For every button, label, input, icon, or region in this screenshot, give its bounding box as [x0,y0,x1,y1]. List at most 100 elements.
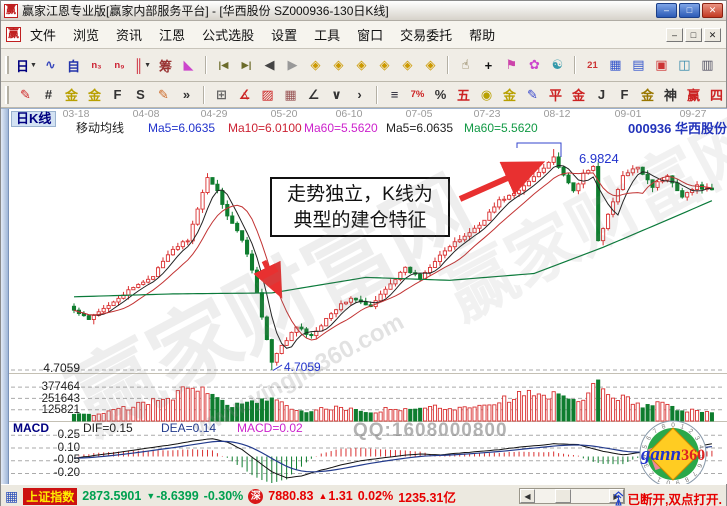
angle-line-button[interactable]: ∠ [303,84,324,105]
mark-tool-button[interactable]: ⚑ [501,55,522,76]
menu-item-8[interactable]: 交易委托 [400,28,453,43]
menu-item-6[interactable]: 工具 [314,28,341,43]
gann-square-button[interactable]: ▦ [280,84,301,105]
percent-7-button[interactable]: 7% [407,84,428,105]
gann-grid-button[interactable]: ⊞ [211,84,232,105]
pivot-tool-button[interactable]: 平 [545,84,566,105]
minimize-button[interactable]: – [656,3,677,18]
gann-box-button[interactable]: ▨ [257,84,278,105]
menu-item-4[interactable]: 公式选股 [202,28,255,43]
gold-ratio-button[interactable]: 金 [61,84,82,105]
nav-last-button[interactable]: ▶| [236,55,257,76]
child-restore-button[interactable]: □ [685,27,702,42]
sz-market-icon[interactable]: 深 [248,488,264,504]
zoom-left-button[interactable]: ◈ [305,55,326,76]
scroll-left-button[interactable]: ◀ [520,489,535,503]
memo-note-button[interactable]: 自 [63,55,84,76]
menu-item-9[interactable]: 帮助 [469,28,496,43]
four-pct-button[interactable]: 四 [706,84,727,105]
gift-tool-button[interactable]: ✿ [524,55,545,76]
scrollbar-thumb[interactable] [555,489,571,503]
gold-circle-button[interactable]: ◉ [476,84,497,105]
ying-tool-button[interactable]: 赢 [683,84,704,105]
maximize-button[interactable]: □ [679,3,700,18]
draw-brush-button[interactable]: ✎ [15,84,36,105]
zoom-right-button[interactable]: ◈ [328,55,349,76]
menu-item-7[interactable]: 窗口 [357,28,384,43]
crosshair-button[interactable]: + [478,55,499,76]
compress-bars-button[interactable]: ◈ [397,55,418,76]
nav-next-button[interactable]: ▶ [282,55,303,76]
menu-item-3[interactable]: 江恩 [159,28,186,43]
pen-blue-button[interactable]: ✎ [522,84,543,105]
x-axis-date-label: 06-10 [335,108,363,120]
svg-text:2: 2 [687,428,694,436]
five-pct-button[interactable]: 五 [453,84,474,105]
svg-text:7: 7 [690,470,698,478]
menu-item-1[interactable]: 浏览 [73,28,100,43]
calendar-button[interactable]: 21 [582,55,603,76]
taiji-tool-button[interactable]: ☯ [547,55,568,76]
more-tools-1-button[interactable]: » [176,84,197,105]
close-button[interactable]: ✕ [702,3,723,18]
menu-item-5[interactable]: 设置 [271,28,298,43]
draw-brush-line-button[interactable]: ✎ [153,84,174,105]
gann-fan-button[interactable]: ∡ [234,84,255,105]
pan-hand-button[interactable]: ☝ [455,55,476,76]
panel-tab-daily-kline[interactable]: 日K线 [11,111,57,128]
horizontal-scrollbar[interactable]: ◀ ▶ [519,488,625,504]
nav-first-button[interactable]: |◀ [213,55,234,76]
percent-button[interactable]: % [430,84,451,105]
period-9-button[interactable]: n₉ [109,55,130,76]
chip-peak-button[interactable]: ◣ [178,55,199,76]
more-tools-2-button[interactable]: › [349,84,370,105]
nav-prev-button[interactable]: ◀ [259,55,280,76]
screenshot-save-button[interactable]: ◫ [674,55,695,76]
svg-text:4: 4 [697,444,705,450]
period-3-button[interactable]: n₃ [86,55,107,76]
connection-status[interactable]: 已断开,双点打开. [627,493,722,506]
chip-distribution-button[interactable]: 筹 [155,55,176,76]
dropdown-arrow-icon: ▼ [30,61,37,69]
svg-text:4: 4 [641,454,648,459]
gold-section-icon: 金 [87,88,101,103]
zigzag-tool-button[interactable]: ∨ [326,84,347,105]
toolbar-grip[interactable] [5,85,9,104]
gann-box-icon: ▨ [261,86,274,102]
quote-grid-icon[interactable]: ▦ [5,487,19,504]
angle-gold-button[interactable]: 金 [637,84,658,105]
calculator-button[interactable]: ▦ [605,55,626,76]
gold-red-button[interactable]: 金 [568,84,589,105]
toolbar-grip[interactable] [5,56,9,74]
candle-type-button[interactable]: ║ ▼ [132,55,153,76]
annotation-line-2: 典型的建仓特征 [293,209,426,231]
more-tools-1-icon: » [182,87,191,102]
four-pct-icon: 四 [709,88,723,103]
print-button[interactable]: ▥ [697,55,718,76]
angle-f-button[interactable]: F [614,84,635,105]
angle-j-button[interactable]: J [591,84,612,105]
multi-window-button[interactable]: ∿ [40,55,61,76]
save-button[interactable]: ▣ [651,55,672,76]
spiral-tool-button[interactable]: S [130,84,151,105]
menu-item-0[interactable]: 文件 [30,28,57,43]
scrollbar-track[interactable] [535,489,609,503]
draw-grid-button[interactable]: # [38,84,59,105]
kline-chart[interactable]: 走势独立，K线为 典型的建仓特征 赢家财富网 赢家财富网 www.yingjia… [1,109,727,485]
menu-item-2[interactable]: 资讯 [116,28,143,43]
zoom-in-button[interactable]: ◈ [351,55,372,76]
sh-index-badge[interactable]: 上证指数 [23,487,78,505]
fibo-tool-button[interactable]: F [107,84,128,105]
svg-text:6: 6 [695,462,703,468]
child-minimize-button[interactable]: – [666,27,683,42]
svg-text:5: 5 [698,454,705,459]
stat-bars-button[interactable]: ≡ [384,84,405,105]
child-close-button[interactable]: ✕ [704,27,721,42]
angle-shen-button[interactable]: 神 [660,84,681,105]
gold-section-button[interactable]: 金 [84,84,105,105]
zoom-out-button[interactable]: ◈ [374,55,395,76]
gold-line-button[interactable]: 金 [499,84,520,105]
report-button[interactable]: ▤ [628,55,649,76]
kline-style-button[interactable]: 日 ▼ [15,55,38,76]
expand-bars-button[interactable]: ◈ [420,55,441,76]
